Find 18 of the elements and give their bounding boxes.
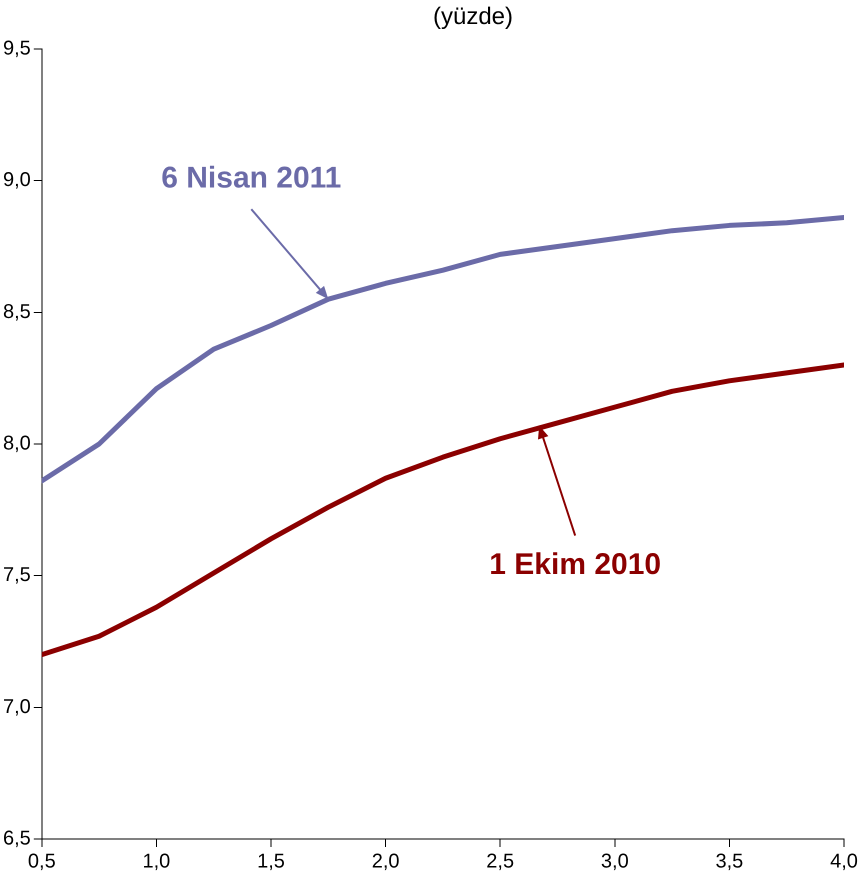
x-tick-label: 4,0 bbox=[830, 850, 858, 873]
y-tick-label: 9,0 bbox=[2, 169, 31, 192]
x-tick-label: 2,0 bbox=[372, 850, 400, 873]
x-tick-label: 1,5 bbox=[257, 850, 285, 873]
annotation: 1 Ekim 2010 bbox=[489, 548, 662, 581]
y-tick-label: 6,5 bbox=[2, 828, 31, 850]
y-tick-label: 8,0 bbox=[2, 432, 31, 455]
x-tick-label: 3,0 bbox=[600, 850, 629, 873]
y-tick-label: 8,5 bbox=[2, 300, 31, 323]
chart-title: (yüzde) bbox=[432, 2, 514, 32]
x-tick-label: 3,5 bbox=[715, 850, 744, 873]
x-tick-label: 2,5 bbox=[486, 850, 514, 873]
x-tick-label: 1,0 bbox=[142, 850, 170, 873]
y-tick-label: 9,5 bbox=[2, 38, 31, 60]
y-tick-label: 7,0 bbox=[2, 696, 31, 718]
y-tick-label: 7,5 bbox=[2, 564, 31, 586]
annotation: 6 Nisan 2011 bbox=[161, 161, 342, 194]
x-tick-label: 0,5 bbox=[28, 850, 56, 873]
